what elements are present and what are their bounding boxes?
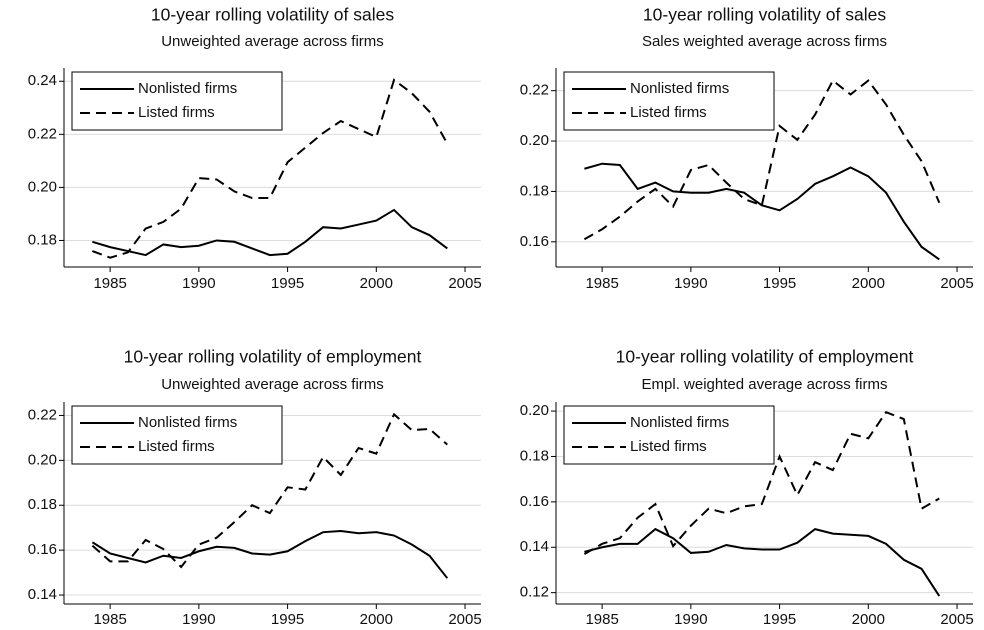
- x-tick-label: 1985: [585, 611, 618, 628]
- y-tick-label: 0.18: [28, 231, 57, 248]
- series-line: [583, 410, 940, 555]
- y-tick-label: 0.14: [520, 538, 549, 555]
- legend-box: [563, 405, 775, 465]
- chart-title: 10-year rolling volatility of sales: [643, 5, 886, 25]
- y-tick-label: 0.20: [28, 451, 57, 468]
- x-tick-label: 1995: [271, 611, 304, 628]
- x-tick-label: 1985: [93, 275, 126, 292]
- series-line: [91, 530, 449, 579]
- x-tick-label: 2000: [360, 611, 393, 628]
- legend-label: Nonlisted firms: [630, 80, 729, 97]
- y-tick-label: 0.24: [28, 72, 57, 89]
- y-tick-label: 0.22: [28, 406, 57, 423]
- legend-label: Listed firms: [630, 438, 707, 455]
- legend-box: [563, 71, 775, 131]
- x-tick-label: 1995: [271, 275, 304, 292]
- x-tick-label: 2005: [940, 275, 973, 292]
- x-tick-label: 1995: [763, 275, 796, 292]
- panel: 10-year rolling volatility of employment…: [520, 347, 974, 628]
- y-tick-label: 0.22: [520, 82, 549, 99]
- legend-label: Listed firms: [630, 104, 707, 121]
- x-tick-label: 1995: [763, 611, 796, 628]
- y-tick-label: 0.16: [520, 233, 549, 250]
- x-tick-label: 1990: [674, 611, 707, 628]
- x-tick-label: 1985: [585, 275, 618, 292]
- y-tick-label: 0.14: [28, 586, 57, 603]
- y-tick-label: 0.20: [28, 178, 57, 195]
- chart-subtitle: Unweighted average across firms: [161, 376, 384, 393]
- panel: 10-year rolling volatility of sales Unwei…: [28, 5, 482, 292]
- series-line: [584, 162, 940, 261]
- legend-box: [71, 71, 283, 131]
- x-tick-label: 2005: [448, 611, 481, 628]
- series-line: [584, 527, 941, 597]
- y-tick-label: 0.18: [520, 182, 549, 199]
- x-tick-label: 2000: [852, 611, 885, 628]
- legend-label: Nonlisted firms: [138, 414, 237, 431]
- chart-title: 10-year rolling volatility of sales: [151, 5, 394, 25]
- panel: 10-year rolling volatility of employment…: [28, 347, 482, 628]
- chart-subtitle: Empl. weighted average across firms: [642, 376, 888, 393]
- legend-label: Nonlisted firms: [138, 80, 237, 97]
- x-tick-label: 2000: [852, 275, 885, 292]
- y-tick-label: 0.20: [520, 402, 549, 419]
- series-line: [583, 79, 941, 241]
- legend-label: Listed firms: [138, 438, 215, 455]
- x-tick-label: 1990: [182, 275, 215, 292]
- legend-label: Nonlisted firms: [630, 414, 729, 431]
- y-tick-label: 0.12: [520, 584, 549, 601]
- x-tick-label: 1990: [182, 611, 215, 628]
- x-tick-label: 2005: [940, 611, 973, 628]
- chart-subtitle: Sales weighted average across firms: [642, 33, 887, 50]
- y-tick-label: 0.18: [520, 447, 549, 464]
- y-tick-label: 0.18: [28, 496, 57, 513]
- series-line: [91, 412, 448, 569]
- x-tick-label: 2000: [360, 275, 393, 292]
- chart-title: 10-year rolling volatility of employment: [124, 347, 422, 367]
- x-tick-label: 1990: [674, 275, 707, 292]
- panel: 10-year rolling volatility of sales Sales…: [520, 5, 974, 292]
- y-tick-label: 0.20: [520, 132, 549, 149]
- y-tick-label: 0.16: [520, 493, 549, 510]
- series-line: [92, 78, 449, 259]
- y-tick-label: 0.22: [28, 125, 57, 142]
- chart-subtitle: Unweighted average across firms: [161, 33, 384, 50]
- series-line: [92, 208, 448, 257]
- legend-label: Listed firms: [138, 104, 215, 121]
- legend-box: [71, 405, 283, 465]
- y-tick-label: 0.16: [28, 541, 57, 558]
- x-tick-label: 2005: [448, 275, 481, 292]
- chart-title: 10-year rolling volatility of employment: [616, 347, 914, 367]
- x-tick-label: 1985: [93, 611, 126, 628]
